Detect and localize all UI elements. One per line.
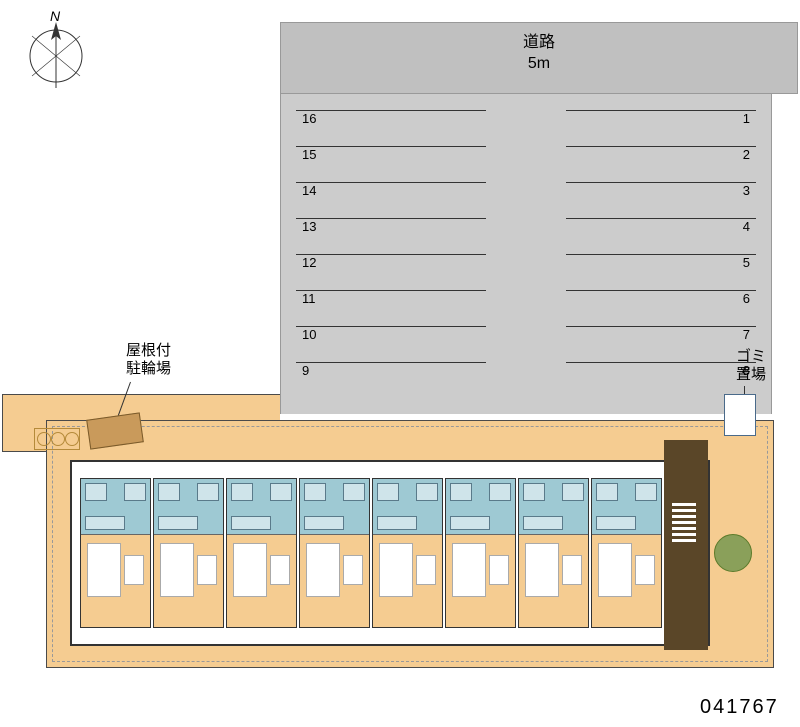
unit-wet-area — [519, 479, 588, 535]
parking-slot: 2 — [566, 146, 756, 182]
unit-wet-area — [227, 479, 296, 535]
parking-slot: 5 — [566, 254, 756, 290]
parking-slot: 16 — [296, 110, 486, 146]
apartment-unit — [445, 478, 516, 628]
unit-room-area — [592, 535, 661, 627]
unit-room-area — [373, 535, 442, 627]
compass-icon: N — [22, 8, 90, 90]
apartment-unit — [518, 478, 589, 628]
unit-room-area — [519, 535, 588, 627]
entrance-steps — [672, 502, 696, 542]
parking-slot: 1 — [566, 110, 756, 146]
unit-room-area — [154, 535, 223, 627]
parking-slot: 14 — [296, 182, 486, 218]
bike-parking-label2: 駐輪場 — [126, 360, 171, 378]
parking-slot: 6 — [566, 290, 756, 326]
unit-room-area — [81, 535, 150, 627]
parking-slot: 8 — [566, 362, 756, 398]
apartment-unit — [372, 478, 443, 628]
unit-room-area — [227, 535, 296, 627]
apartment-unit — [153, 478, 224, 628]
parking-slot: 12 — [296, 254, 486, 290]
unit-wet-area — [373, 479, 442, 535]
bike-parking-label1: 屋根付 — [126, 342, 171, 360]
unit-wet-area — [154, 479, 223, 535]
unit-room-area — [300, 535, 369, 627]
bike-parking-label: 屋根付 駐輪場 — [126, 342, 171, 378]
parking-slot: 9 — [296, 362, 486, 398]
road-area: 道路 5m — [280, 22, 798, 94]
compass-n-label: N — [50, 8, 60, 24]
garbage-box — [724, 394, 756, 436]
entrance-deck — [664, 440, 708, 650]
unit-room-area — [446, 535, 515, 627]
parking-slot: 15 — [296, 146, 486, 182]
unit-wet-area — [592, 479, 661, 535]
apartment-unit — [80, 478, 151, 628]
parking-slot: 11 — [296, 290, 486, 326]
unit-wet-area — [81, 479, 150, 535]
parking-slot: 13 — [296, 218, 486, 254]
road-label-line2: 5m — [281, 54, 797, 75]
drawing-id: 041767 — [700, 696, 779, 719]
parking-slot: 7 — [566, 326, 756, 362]
parking-slot: 4 — [566, 218, 756, 254]
site-plan-canvas: N 道路 5m 屋根付 駐輪場 ゴミ — [0, 0, 800, 727]
apartment-unit — [299, 478, 370, 628]
bike-parking-ground — [34, 428, 80, 450]
apartment-unit — [591, 478, 662, 628]
road-label-line1: 道路 — [281, 33, 797, 54]
parking-slot: 10 — [296, 326, 486, 362]
parking-slot: 3 — [566, 182, 756, 218]
apartment-unit — [226, 478, 297, 628]
entrance-bush — [714, 534, 752, 572]
unit-wet-area — [446, 479, 515, 535]
road-label: 道路 5m — [281, 23, 797, 75]
unit-wet-area — [300, 479, 369, 535]
